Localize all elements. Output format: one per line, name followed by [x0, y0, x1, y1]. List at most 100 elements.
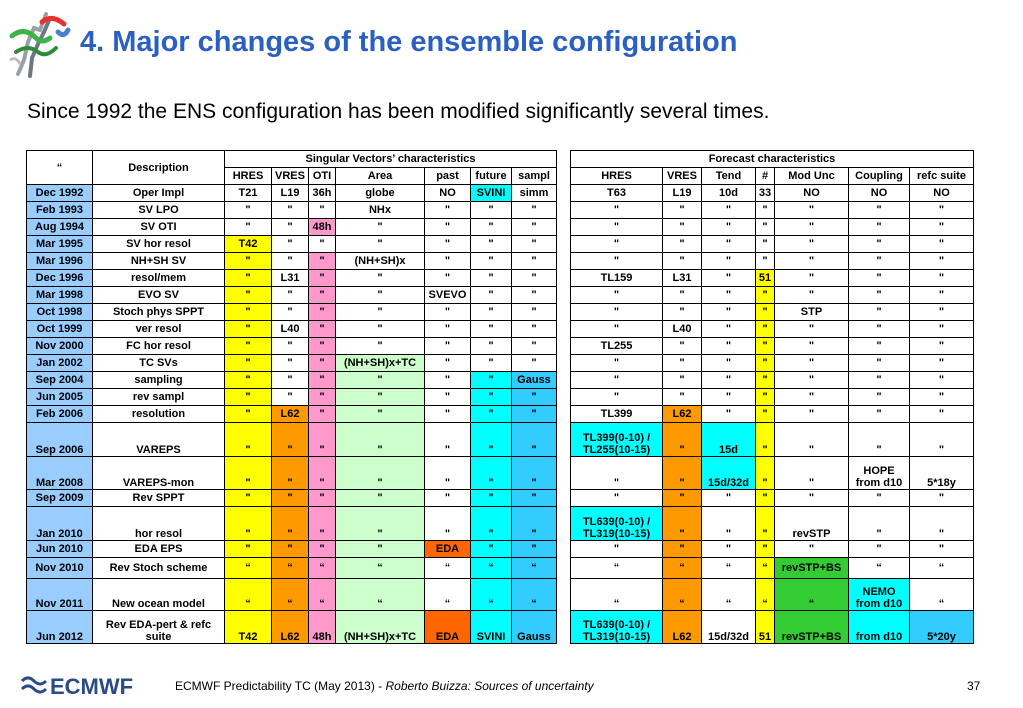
sv-value-cell: globe	[335, 184, 425, 202]
fc-value-cell: "	[909, 218, 974, 236]
sv-value-cell: "	[470, 540, 512, 558]
fc-value-cell: "	[755, 235, 775, 253]
fc-value-cell: "	[909, 371, 974, 389]
description-cell: FC hor resol	[92, 337, 225, 355]
sv-value-cell: "	[335, 286, 425, 304]
fc-value-cell: "	[774, 201, 849, 219]
sv-value-cell: "	[271, 252, 309, 270]
fc-value-cell: "	[701, 388, 756, 406]
sv-value-cell: “	[470, 557, 512, 579]
sv-value-cell: T42	[224, 235, 272, 253]
sv-value-cell: SVINI	[470, 610, 512, 644]
fc-value-cell: "	[701, 489, 756, 507]
fc-value-cell: "	[755, 456, 775, 490]
fc-value-cell: “	[701, 557, 756, 579]
sv-value-cell: "	[308, 269, 336, 287]
fc-value-cell: revSTP+BS	[774, 610, 849, 644]
sv-value-cell: "	[470, 286, 512, 304]
fc-value-cell: "	[662, 506, 702, 541]
fc-value-cell: "	[909, 540, 974, 558]
table-row: Mar 1996 NH+SH SV " " " (NH+SH)x " " " " " " " " " "	[26, 252, 974, 270]
fc-value-cell: "	[662, 422, 702, 457]
date-cell: Oct 1999	[26, 320, 93, 338]
date-cell: Sep 2006	[26, 422, 93, 457]
footer-prefix: ECMWF Predictability TC (May 2013) -	[175, 679, 386, 693]
sv-value-cell: "	[271, 456, 309, 490]
sv-value-cell: (NH+SH)x+TC	[335, 354, 425, 372]
sv-value-cell: “	[511, 578, 557, 611]
fc-value-cell: "	[909, 320, 974, 338]
date-cell: Jun 2010	[26, 540, 93, 558]
sv-value-cell: (NH+SH)x+TC	[335, 610, 425, 644]
fc-value-cell: "	[848, 371, 910, 389]
table-row: Dec 1992 Oper Impl T21 L19 36h globe NO SVINI si…	[26, 184, 974, 202]
fc-value-cell: "	[701, 506, 756, 541]
footer-text: ECMWF Predictability TC (May 2013) - Rob…	[175, 679, 594, 693]
gap-cell	[557, 202, 571, 219]
fc-value-cell: TL399	[570, 405, 663, 423]
header-fc-col-cell: Coupling	[848, 167, 910, 185]
fc-value-cell: "	[570, 286, 663, 304]
sv-value-cell: "	[308, 252, 336, 270]
sv-value-cell: "	[424, 337, 471, 355]
fc-value-cell: "	[701, 235, 756, 253]
sv-value-cell: "	[308, 456, 336, 490]
date-cell: Feb 2006	[26, 405, 93, 423]
fc-value-cell: "	[848, 337, 910, 355]
fc-value-cell: L62	[662, 610, 702, 644]
sv-value-cell: "	[335, 405, 425, 423]
sv-value-cell: "	[470, 422, 512, 457]
sv-value-cell: "	[224, 506, 272, 541]
gap-cell	[557, 236, 571, 253]
table-row: Nov 2010 Rev Stoch scheme “““““““““““revST…	[26, 557, 974, 579]
description-cell: TC SVs	[92, 354, 225, 372]
sv-value-cell: "	[511, 201, 557, 219]
sv-value-cell: "	[511, 337, 557, 355]
ecmwf-figure-logo-icon	[9, 12, 71, 78]
fc-value-cell: "	[701, 405, 756, 423]
slide-title: 4. Major changes of the ensemble configu…	[80, 26, 738, 58]
gap-cell	[557, 457, 571, 490]
page-number: 37	[967, 679, 981, 693]
table-row: Dec 1996 resol/mem " L31 " " " " " TL159 L31 " 51 " " "	[26, 269, 974, 287]
fc-value-cell: “	[755, 578, 775, 611]
sv-value-cell: "	[424, 388, 471, 406]
fc-value-cell: "	[755, 371, 775, 389]
date-cell: Dec 1992	[26, 184, 93, 202]
fc-value-cell: "	[909, 422, 974, 457]
table-row: Jun 2005 rev sampl " " " " " " " " " " " " " "	[26, 388, 974, 406]
fc-value-cell: "	[774, 456, 849, 490]
header-description-cell: Description	[92, 150, 225, 185]
description-cell: VAREPS-mon	[92, 456, 225, 490]
sv-value-cell: "	[511, 269, 557, 287]
gap-cell	[557, 321, 571, 338]
sv-value-cell: "	[224, 422, 272, 457]
sv-value-cell: "	[470, 218, 512, 236]
gap-cell	[557, 338, 571, 355]
fc-value-cell: NEMO from d10	[848, 578, 910, 611]
table-row: Jan 2002 TC SVs " " " (NH+SH)x+TC " " " " " " " " " "	[26, 354, 974, 372]
sv-value-cell: "	[224, 388, 272, 406]
sv-value-cell: "	[470, 235, 512, 253]
sv-value-cell: "	[308, 422, 336, 457]
fc-value-cell: “	[909, 578, 974, 611]
fc-value-cell: "	[848, 320, 910, 338]
fc-value-cell: "	[774, 218, 849, 236]
sv-value-cell: "	[511, 320, 557, 338]
fc-value-cell: revSTP+BS	[774, 557, 849, 579]
sv-value-cell: "	[308, 405, 336, 423]
header-fc-col-cell: HRES	[570, 167, 663, 185]
sv-value-cell: "	[470, 489, 512, 507]
fc-value-cell: "	[909, 489, 974, 507]
fc-value-cell: 5*20y	[909, 610, 974, 644]
sv-value-cell: “	[271, 578, 309, 611]
sv-value-cell: "	[308, 320, 336, 338]
sv-value-cell: “	[335, 578, 425, 611]
gap-cell	[557, 406, 571, 423]
table-row: Mar 1995 SV hor resol T42 " " " " " " " " " " " " "	[26, 235, 974, 253]
sv-value-cell: "	[424, 201, 471, 219]
gap-cell	[557, 355, 571, 372]
fc-value-cell: "	[848, 422, 910, 457]
fc-value-cell: "	[570, 489, 663, 507]
fc-value-cell: "	[848, 235, 910, 253]
